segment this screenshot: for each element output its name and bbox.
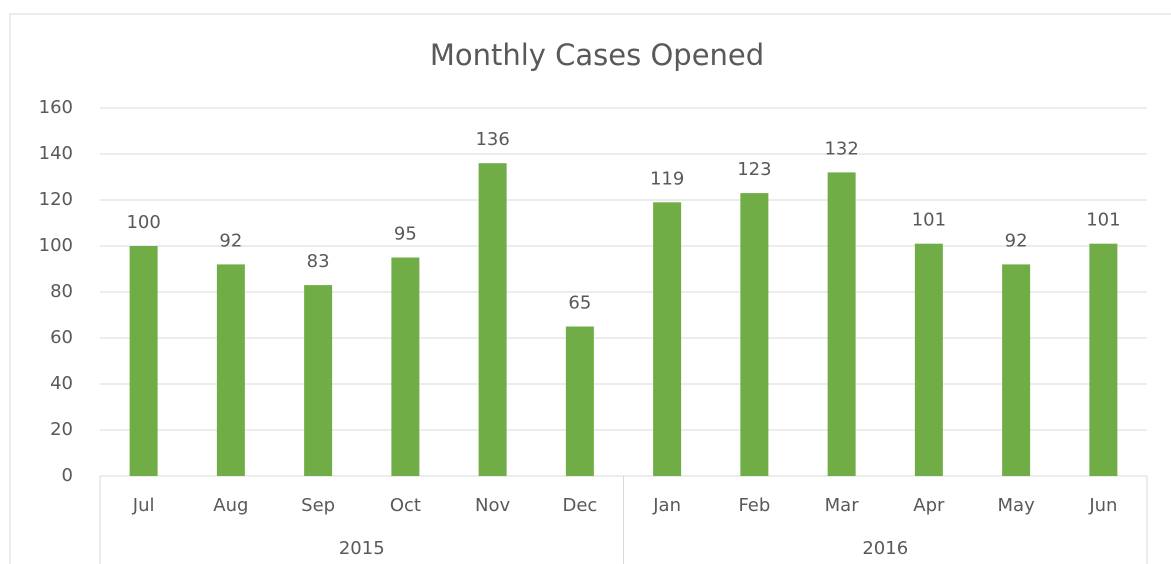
data-label: 132 xyxy=(824,138,858,159)
y-tick-label: 80 xyxy=(50,281,73,302)
bar xyxy=(129,246,158,476)
data-label: 136 xyxy=(475,129,509,150)
y-tick-label: 0 xyxy=(62,465,73,486)
y-tick-label: 140 xyxy=(39,143,73,164)
bar xyxy=(1089,243,1118,476)
y-tick-label: 40 xyxy=(50,373,73,394)
x-tick-label: Dec xyxy=(562,495,597,516)
x-tick-label: Mar xyxy=(825,495,860,516)
bar xyxy=(391,257,420,476)
data-label: 101 xyxy=(1086,210,1120,231)
group-label: 2016 xyxy=(862,538,908,559)
bar xyxy=(827,172,856,476)
data-label: 123 xyxy=(737,159,771,180)
y-tick-label: 60 xyxy=(50,327,73,348)
y-tick-label: 120 xyxy=(39,189,73,210)
chart-frame xyxy=(9,13,1171,564)
x-tick-label: Nov xyxy=(475,495,510,516)
chart-title: Monthly Cases Opened xyxy=(430,38,764,72)
x-tick-label: Aug xyxy=(213,495,248,516)
bar xyxy=(740,193,769,476)
data-label: 83 xyxy=(307,251,330,272)
data-label: 65 xyxy=(568,293,591,314)
data-label: 92 xyxy=(1005,230,1028,251)
data-label: 100 xyxy=(126,212,160,233)
y-tick-label: 100 xyxy=(39,235,73,256)
x-tick-label: Apr xyxy=(913,495,945,516)
bar xyxy=(304,285,333,476)
bar xyxy=(1002,264,1031,476)
bar xyxy=(216,264,245,476)
x-tick-label: Jan xyxy=(652,495,681,516)
x-tick-label: Oct xyxy=(390,495,421,516)
x-tick-label: May xyxy=(998,495,1036,516)
y-tick-label: 20 xyxy=(50,419,73,440)
x-tick-label: Sep xyxy=(301,495,335,516)
bar xyxy=(653,202,682,477)
data-label: 92 xyxy=(219,230,242,251)
x-tick-label: Jul xyxy=(132,495,155,516)
x-tick-label: Jun xyxy=(1088,495,1117,516)
data-label: 119 xyxy=(650,168,684,189)
bar xyxy=(478,163,507,476)
data-label: 101 xyxy=(912,210,946,231)
bar xyxy=(914,243,943,476)
bar xyxy=(565,326,594,476)
y-tick-label: 160 xyxy=(39,97,73,118)
group-label: 2015 xyxy=(339,538,385,559)
x-tick-label: Feb xyxy=(738,495,770,516)
data-label: 95 xyxy=(394,224,417,245)
